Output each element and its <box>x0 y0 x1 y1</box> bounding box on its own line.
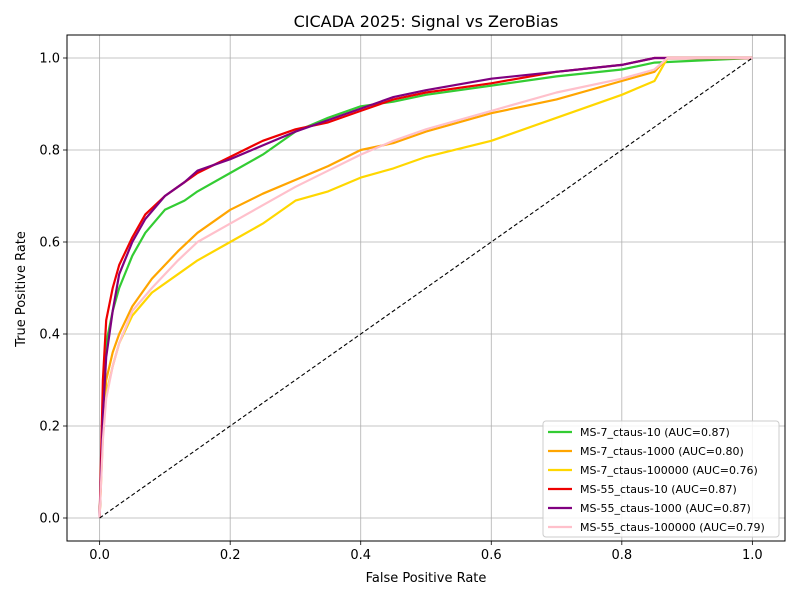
x-tick-label: 0.8 <box>611 548 632 563</box>
plot-frame <box>66 34 786 542</box>
legend-label: MS-55_ctaus-100000 (AUC=0.79) <box>580 521 765 534</box>
series-line-5 <box>98 56 753 519</box>
series-line-4 <box>98 56 753 519</box>
x-tick-label: 1.0 <box>742 548 763 563</box>
legend: MS-7_ctaus-10 (AUC=0.87) MS-7_ctaus-1000 … <box>542 420 780 538</box>
y-tick-label: 0.6 <box>39 236 60 251</box>
chance-diagonal-line <box>99 57 753 519</box>
y-tick-label: 0.2 <box>39 420 60 435</box>
x-tick-label: 0.4 <box>350 548 371 563</box>
x-axis-label: False Positive Rate <box>366 571 487 586</box>
y-axis-label: True Positive Rate <box>14 231 29 348</box>
series-line-1 <box>98 56 753 519</box>
legend-box <box>542 420 780 538</box>
legend-label: MS-7_ctaus-10 (AUC=0.87) <box>580 426 730 439</box>
series-line-6 <box>98 56 753 519</box>
series-line-2 <box>98 56 753 519</box>
legend-label: MS-7_ctaus-100000 (AUC=0.76) <box>580 464 758 477</box>
axis-ticks: 0.0 0.2 0.4 0.6 0.8 1.0 0.0 0.2 0.4 0.6 0.8 1.0 <box>39 52 762 564</box>
legend-label: MS-7_ctaus-1000 (AUC=0.80) <box>580 445 744 458</box>
series-lines <box>98 56 753 519</box>
x-tick-label: 0.0 <box>89 548 110 563</box>
legend-label: MS-55_ctaus-10 (AUC=0.87) <box>580 483 737 496</box>
chart-title: CICADA 2025: Signal vs ZeroBias <box>294 12 559 31</box>
x-tick-label: 0.6 <box>481 548 502 563</box>
y-tick-label: 1.0 <box>39 52 60 67</box>
x-tick-label: 0.2 <box>220 548 241 563</box>
y-tick-label: 0.4 <box>39 328 60 343</box>
legend-label: MS-55_ctaus-1000 (AUC=0.87) <box>580 502 751 515</box>
y-tick-label: 0.8 <box>39 144 60 159</box>
y-tick-label: 0.0 <box>39 512 60 527</box>
